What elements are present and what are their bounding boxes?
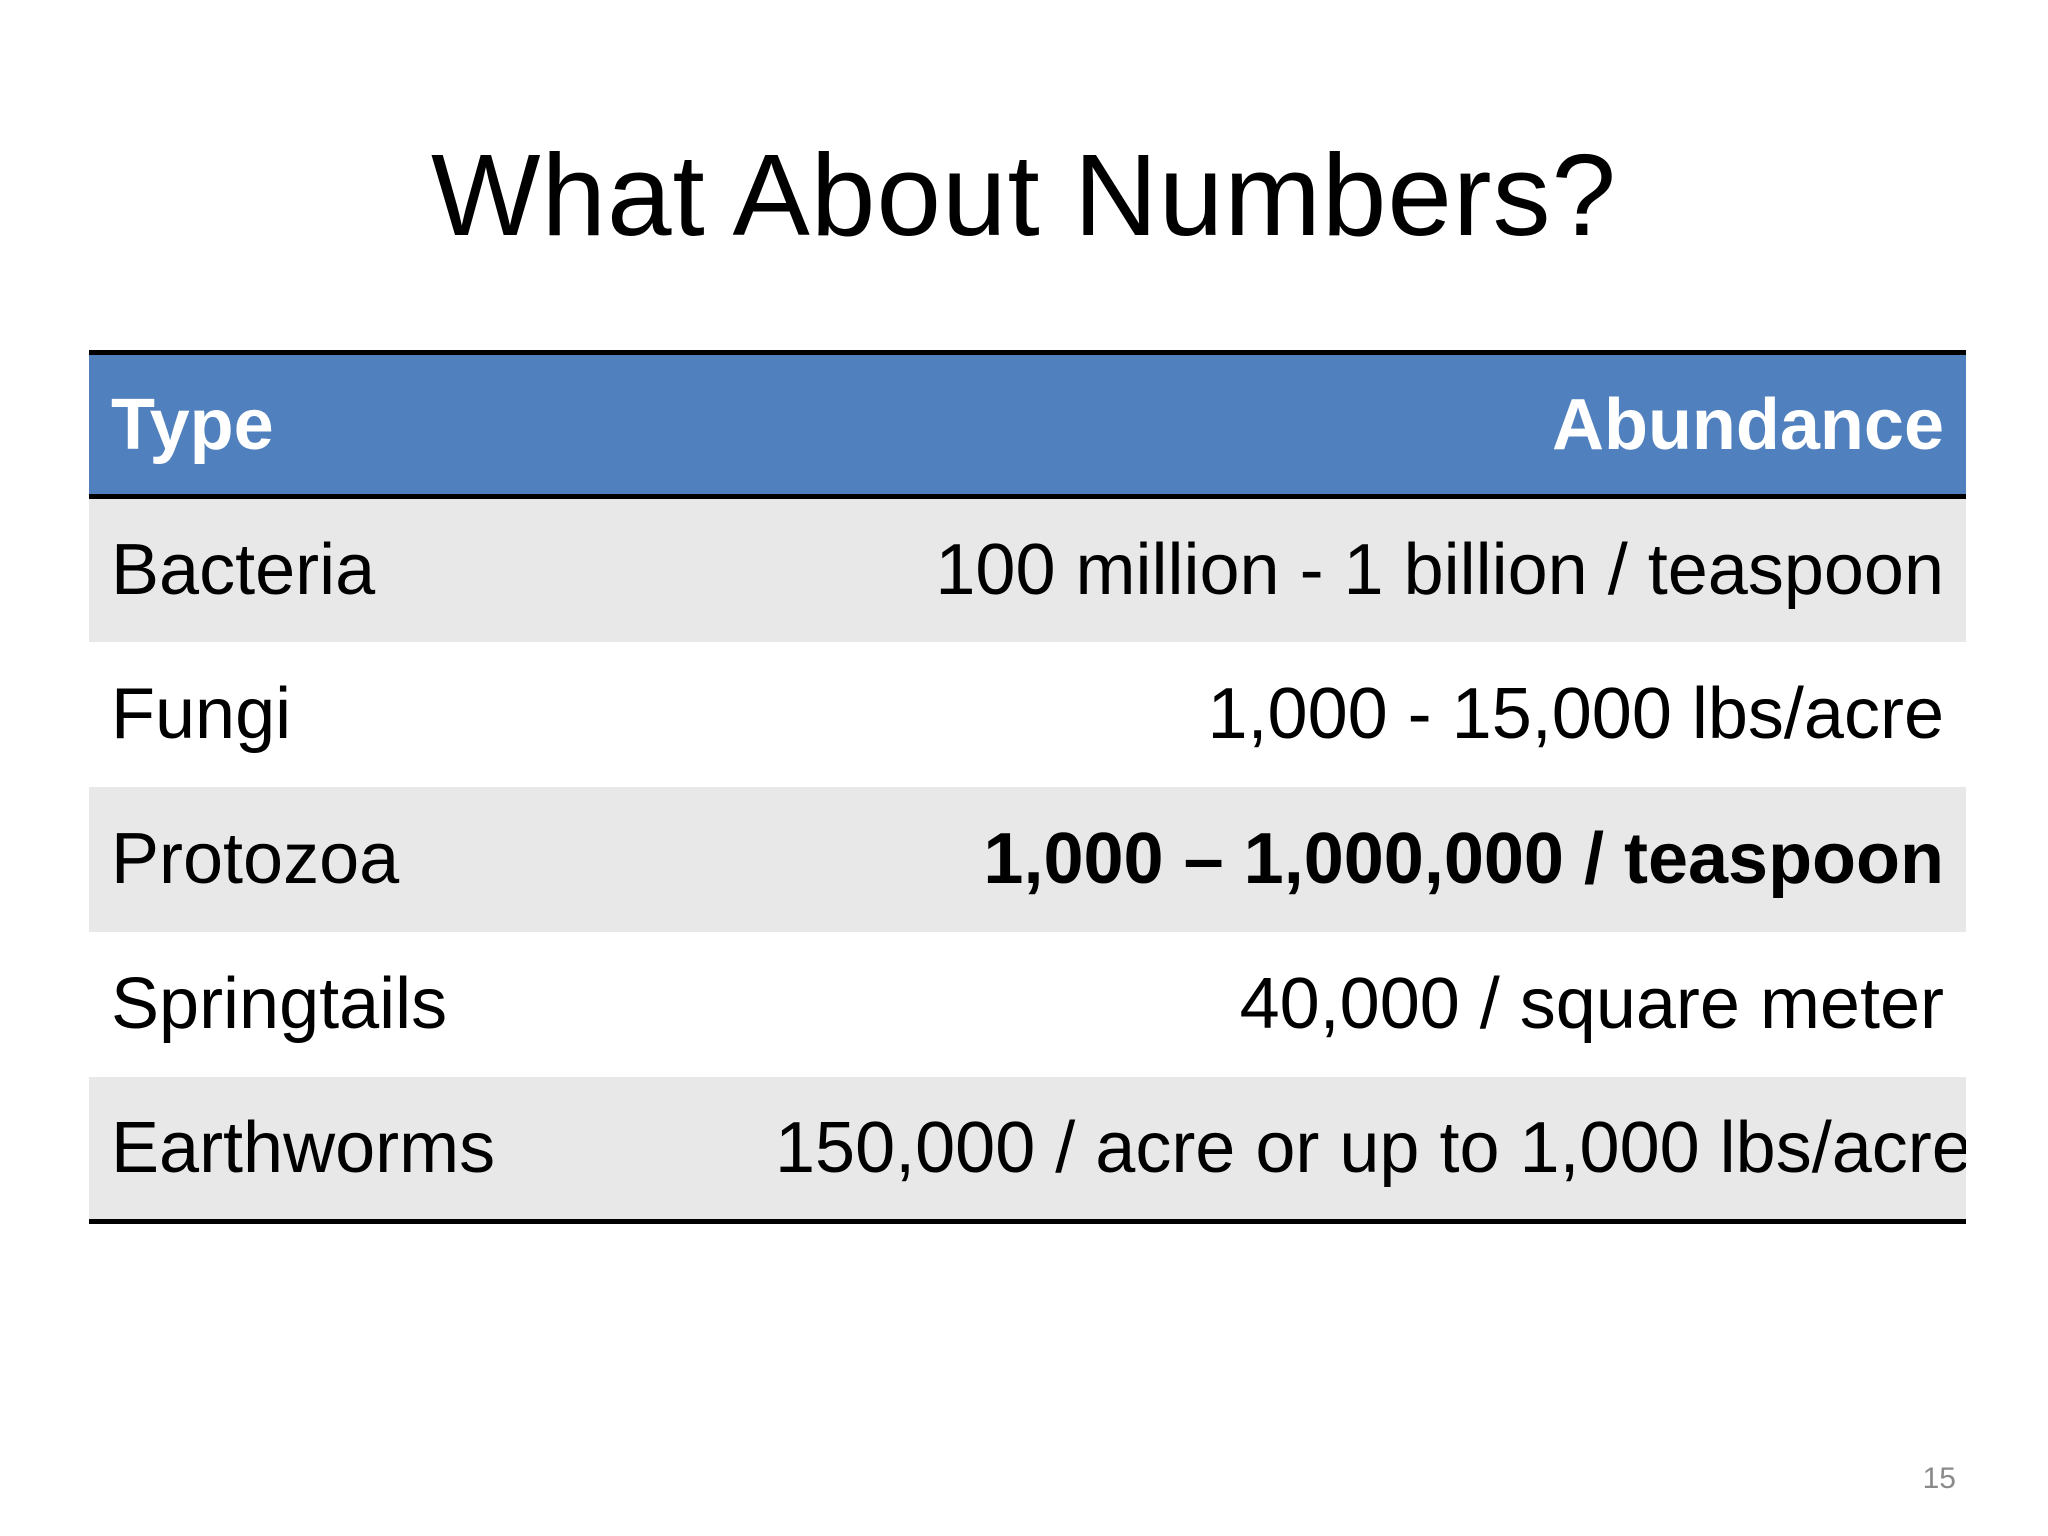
cell-abundance: 1,000 – 1,000,000 / teaspoon [983, 819, 1944, 899]
table-row: Earthworms 150,000 / acre or up to 1,000… [89, 1076, 1966, 1222]
cell-abundance: 100 million - 1 billion / teaspoon [935, 530, 1944, 611]
cell-abundance: 40,000 / square meter [1239, 964, 1944, 1044]
cell-type: Bacteria [111, 530, 376, 611]
slide-title: What About Numbers? [430, 130, 1618, 260]
table-row: Protozoa 1,000 – 1,000,000 / teaspoon [89, 786, 1966, 932]
page-number: 15 [1922, 1462, 1956, 1495]
table-row: Fungi 1,000 - 15,000 lbs/acre [89, 641, 1966, 787]
table-row: Bacteria 100 million - 1 billion / teasp… [89, 496, 1966, 642]
cell-type: Fungi [111, 674, 292, 754]
cell-abundance: 1,000 - 15,000 lbs/acre [1207, 674, 1945, 754]
cell-type: Protozoa [111, 819, 400, 899]
table-header: Type Abundance [89, 352, 1966, 497]
cell-abundance: 150,000 / acre or up to 1,000 lbs/acre [775, 1107, 1966, 1188]
table-header-row: Type Abundance [89, 352, 1966, 497]
cell-type: Earthworms [111, 1107, 496, 1188]
cell-type: Springtails [111, 964, 448, 1044]
abundance-table: Type Abundance Bacteria 100 million - 1 … [89, 350, 1966, 1224]
table-row: Springtails 40,000 / square meter [89, 931, 1966, 1077]
header-type: Type [111, 384, 274, 465]
table-body: Bacteria 100 million - 1 billion / teasp… [89, 496, 1966, 1222]
header-abundance: Abundance [1551, 384, 1944, 465]
